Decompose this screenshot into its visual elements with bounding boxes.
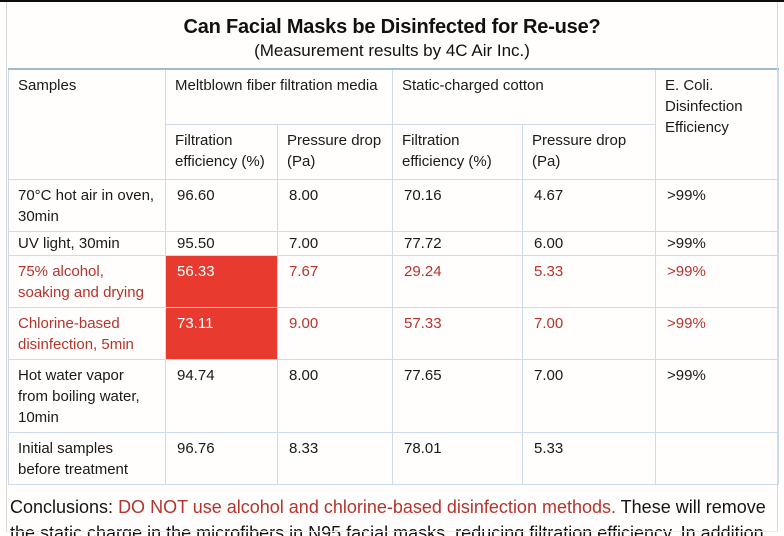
results-table: Samples Meltblown fiber filtration media… — [8, 68, 779, 485]
ecoli-cell: >99% — [655, 254, 779, 308]
value-cell: 96.60 — [165, 178, 278, 232]
value-cell: 57.33 — [392, 306, 523, 360]
table-row: Initial samples before treatment 96.76 8… — [8, 431, 779, 485]
col-header-ecoli: E. Coli. Disinfection Efficiency — [655, 68, 779, 180]
col-header-meltblown-filtration: Filtration efficiency (%) — [165, 123, 278, 180]
value-cell: 78.01 — [392, 431, 523, 485]
ecoli-cell: >99% — [655, 358, 779, 433]
value-cell: 5.33 — [522, 254, 656, 308]
value-cell: 7.00 — [522, 358, 656, 433]
value-cell: 8.00 — [277, 178, 393, 232]
conclusions-paragraph: Conclusions: DO NOT use alcohol and chlo… — [10, 494, 776, 536]
value-cell: 94.74 — [165, 358, 278, 433]
ecoli-cell: >99% — [655, 178, 779, 232]
value-cell: 7.67 — [277, 254, 393, 308]
sample-cell: Initial samples before treatment — [8, 431, 166, 485]
col-header-samples: Samples — [8, 68, 166, 180]
sample-cell: Hot water vapor from boiling water, 10mi… — [8, 358, 166, 433]
value-cell: 7.00 — [522, 306, 656, 360]
value-cell: 8.00 — [277, 358, 393, 433]
header-group-row: Samples Meltblown fiber filtration media… — [8, 68, 779, 180]
table-row-alert: 75% alcohol, soaking and drying 56.33 7.… — [8, 254, 779, 308]
page-subtitle: (Measurement results by 4C Air Inc.) — [254, 41, 530, 60]
value-cell: 77.65 — [392, 358, 523, 433]
value-cell-highlighted: 73.11 — [165, 306, 278, 360]
value-cell: 29.24 — [392, 254, 523, 308]
value-cell: 70.16 — [392, 178, 523, 232]
sample-cell: Chlorine-based disinfection, 5min — [8, 306, 166, 360]
col-header-cotton-filtration: Filtration efficiency (%) — [392, 123, 523, 180]
conclusions-warning: DO NOT use alcohol and chlorine-based di… — [118, 496, 616, 517]
value-cell: 4.67 — [522, 178, 656, 232]
col-header-cotton-pressure: Pressure drop (Pa) — [522, 123, 656, 180]
table-row: Hot water vapor from boiling water, 10mi… — [8, 358, 779, 433]
page-title: Can Facial Masks be Disinfected for Re-u… — [183, 16, 601, 38]
col-header-meltblown-pressure: Pressure drop (Pa) — [277, 123, 393, 180]
sample-cell: 70°C hot air in oven, 30min — [8, 178, 166, 232]
table-row: 70°C hot air in oven, 30min 96.60 8.00 7… — [8, 178, 779, 232]
ecoli-cell: >99% — [655, 230, 779, 256]
table-row-alert: Chlorine-based disinfection, 5min 73.11 … — [8, 306, 779, 360]
sample-cell: UV light, 30min — [8, 230, 166, 256]
col-header-cotton-group: Static-charged cotton — [392, 68, 656, 125]
value-cell: 5.33 — [522, 431, 656, 485]
value-cell: 95.50 — [165, 230, 278, 256]
value-cell: 8.33 — [277, 431, 393, 485]
col-header-meltblown-group: Meltblown fiber filtration media — [165, 68, 393, 125]
value-cell: 96.76 — [165, 431, 278, 485]
value-cell: 9.00 — [277, 306, 393, 360]
conclusions-body: These will remove the static charge in t… — [10, 496, 769, 536]
title-block: Can Facial Masks be Disinfected for Re-u… — [0, 2, 784, 62]
value-cell: 6.00 — [522, 230, 656, 256]
table-row: UV light, 30min 95.50 7.00 77.72 6.00 >9… — [8, 230, 779, 256]
sample-cell: 75% alcohol, soaking and drying — [8, 254, 166, 308]
value-cell: 7.00 — [277, 230, 393, 256]
ecoli-cell — [655, 431, 779, 485]
value-cell-highlighted: 56.33 — [165, 254, 278, 308]
ecoli-cell: >99% — [655, 306, 779, 360]
header-sub-row: Filtration efficiency (%) Pressure drop … — [9, 123, 779, 180]
value-cell: 77.72 — [392, 230, 523, 256]
conclusions-label: Conclusions: — [10, 496, 119, 517]
